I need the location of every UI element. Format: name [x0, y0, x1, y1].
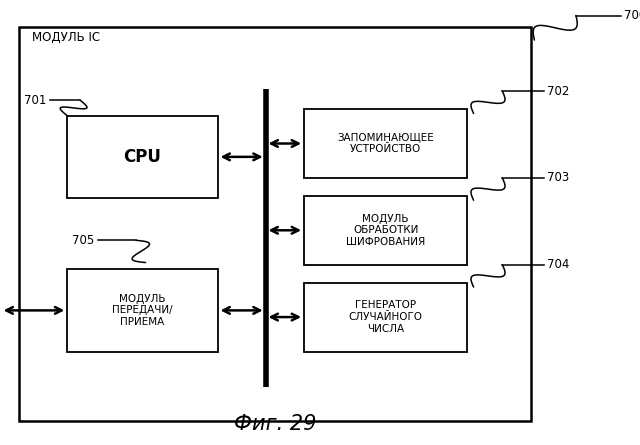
Text: 701: 701 [24, 93, 46, 107]
Text: 702: 702 [547, 85, 570, 98]
Text: 704: 704 [547, 258, 570, 271]
Text: МОДУЛЬ
ОБРАБОТКИ
ШИФРОВАНИЯ: МОДУЛЬ ОБРАБОТКИ ШИФРОВАНИЯ [346, 214, 425, 247]
Text: ГЕНЕРАТОР
СЛУЧАЙНОГО
ЧИСЛА: ГЕНЕРАТОР СЛУЧАЙНОГО ЧИСЛА [349, 300, 422, 334]
Bar [304, 109, 467, 178]
Bar [304, 196, 467, 265]
Text: ЗАПОМИНАЮЩЕЕ
УСТРОЙСТВО: ЗАПОМИНАЮЩЕЕ УСТРОЙСТВО [337, 133, 434, 154]
Text: 703: 703 [547, 171, 570, 185]
Text: 700: 700 [624, 9, 640, 22]
Text: Фиг. 29: Фиг. 29 [234, 414, 316, 434]
Text: CPU: CPU [124, 148, 161, 166]
Text: МОДУЛЬ IC: МОДУЛЬ IC [32, 31, 100, 44]
Text: МОДУЛЬ
ПЕРЕДАЧИ/
ПРИЕМА: МОДУЛЬ ПЕРЕДАЧИ/ ПРИЕМА [112, 294, 173, 327]
Bar [19, 27, 531, 421]
Bar [304, 283, 467, 352]
Bar [67, 116, 218, 198]
Bar [67, 269, 218, 352]
Text: 705: 705 [72, 234, 94, 247]
